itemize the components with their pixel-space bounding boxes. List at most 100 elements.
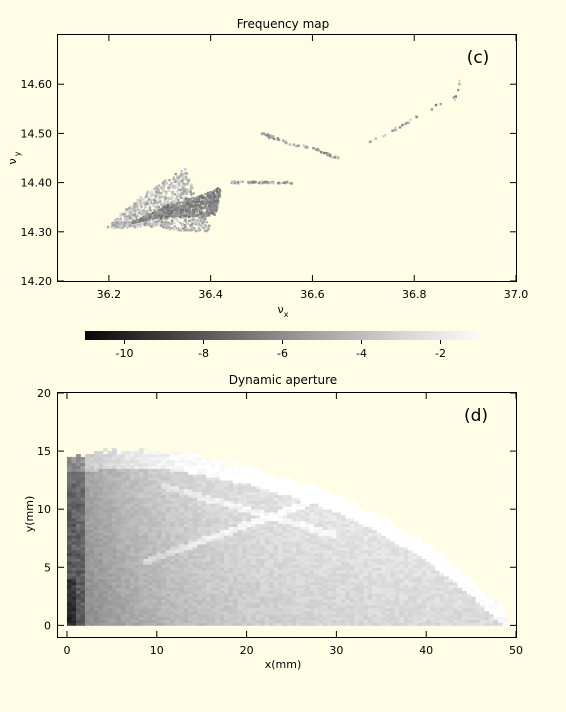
heatmap-cell	[197, 515, 202, 518]
heatmap-cell	[274, 576, 279, 579]
heatmap-cell	[291, 524, 296, 527]
heatmap-cell	[179, 611, 184, 614]
heatmap-cell	[184, 617, 189, 620]
heatmap-cell	[112, 457, 117, 460]
heatmap-cell	[229, 521, 234, 524]
heatmap-cell	[283, 544, 288, 547]
heatmap-cell	[80, 471, 85, 474]
heatmap-cell	[242, 591, 247, 594]
data-point	[117, 224, 119, 226]
heatmap-cell	[296, 567, 301, 570]
heatmap-cell	[139, 500, 144, 503]
heatmap-cell	[229, 605, 234, 608]
heatmap-cell	[166, 503, 171, 506]
heatmap-cell	[314, 611, 319, 614]
heatmap-cell	[139, 582, 144, 585]
heatmap-cell	[305, 530, 310, 533]
heatmap-cell	[247, 547, 252, 550]
heatmap-cell	[161, 556, 166, 559]
heatmap-cell	[130, 556, 135, 559]
heatmap-cell	[107, 466, 112, 469]
heatmap-cell	[89, 492, 94, 495]
heatmap-cell	[139, 457, 144, 460]
heatmap-cell	[197, 538, 202, 541]
heatmap-cell	[67, 471, 72, 474]
heatmap-cell	[152, 495, 157, 498]
heatmap-cell	[260, 573, 265, 576]
heatmap-cell	[256, 567, 261, 570]
heatmap-cell	[152, 556, 157, 559]
heatmap-cell	[247, 518, 252, 521]
data-point	[167, 223, 169, 225]
heatmap-cell	[309, 512, 314, 515]
heatmap-cell	[300, 614, 305, 617]
heatmap-cell	[121, 509, 126, 512]
heatmap-cell	[224, 541, 229, 544]
heatmap-cell	[247, 515, 252, 518]
heatmap-cell	[148, 515, 153, 518]
heatmap-cell	[274, 532, 279, 535]
heatmap-cell	[287, 498, 292, 501]
colorbar-tick-label: -2	[435, 347, 446, 360]
heatmap-cell	[314, 506, 319, 509]
heatmap-cell	[184, 538, 189, 541]
heatmap-cell	[179, 503, 184, 506]
heatmap-cell	[94, 460, 99, 463]
heatmap-cell	[265, 596, 270, 599]
heatmap-cell	[238, 591, 243, 594]
heatmap-cell	[206, 611, 211, 614]
heatmap-cell	[193, 596, 198, 599]
heatmap-cell	[224, 474, 229, 477]
heatmap-cell	[89, 608, 94, 611]
heatmap-cell	[76, 460, 81, 463]
heatmap-cell	[80, 538, 85, 541]
heatmap-cell	[269, 538, 274, 541]
heatmap-cell	[103, 573, 108, 576]
heatmap-cell	[89, 573, 94, 576]
heatmap-cell	[296, 611, 301, 614]
heatmap-cell	[283, 608, 288, 611]
heatmap-cell	[184, 509, 189, 512]
heatmap-cell	[220, 515, 225, 518]
heatmap-cell	[107, 454, 112, 457]
heatmap-cell	[238, 512, 243, 515]
data-point	[204, 218, 206, 220]
heatmap-cell	[206, 492, 211, 495]
heatmap-cell	[233, 605, 238, 608]
heatmap-cell	[107, 614, 112, 617]
heatmap-cell	[287, 588, 292, 591]
heatmap-cell	[309, 622, 314, 625]
heatmap-cell	[71, 547, 76, 550]
heatmap-cell	[300, 559, 305, 562]
heatmap-cell	[98, 489, 103, 492]
heatmap-cell	[139, 477, 144, 480]
data-point	[185, 210, 187, 212]
heatmap-cell	[211, 570, 216, 573]
heatmap-cell	[215, 553, 220, 556]
heatmap-cell	[202, 541, 207, 544]
heatmap-cell	[139, 503, 144, 506]
heatmap-cell	[265, 524, 270, 527]
heatmap-cell	[139, 605, 144, 608]
heatmap-cell	[296, 559, 301, 562]
heatmap-cell	[152, 582, 157, 585]
heatmap-cell	[188, 489, 193, 492]
heatmap-cell	[318, 541, 323, 544]
heatmap-cell	[67, 527, 72, 530]
heatmap-cell	[175, 454, 180, 457]
heatmap-cell	[188, 538, 193, 541]
heatmap-cell	[125, 608, 130, 611]
heatmap-cell	[233, 530, 238, 533]
heatmap-cell	[98, 550, 103, 553]
heatmap-cell	[215, 614, 220, 617]
heatmap-cell	[211, 477, 216, 480]
heatmap-cell	[256, 524, 261, 527]
heatmap-cell	[260, 622, 265, 625]
heatmap-cell	[130, 591, 135, 594]
x-tick-label: 36.2	[97, 288, 122, 301]
heatmap-cell	[89, 622, 94, 625]
heatmap-cell	[139, 451, 144, 454]
heatmap-cell	[197, 530, 202, 533]
data-point	[455, 95, 457, 97]
heatmap-cell	[112, 579, 117, 582]
